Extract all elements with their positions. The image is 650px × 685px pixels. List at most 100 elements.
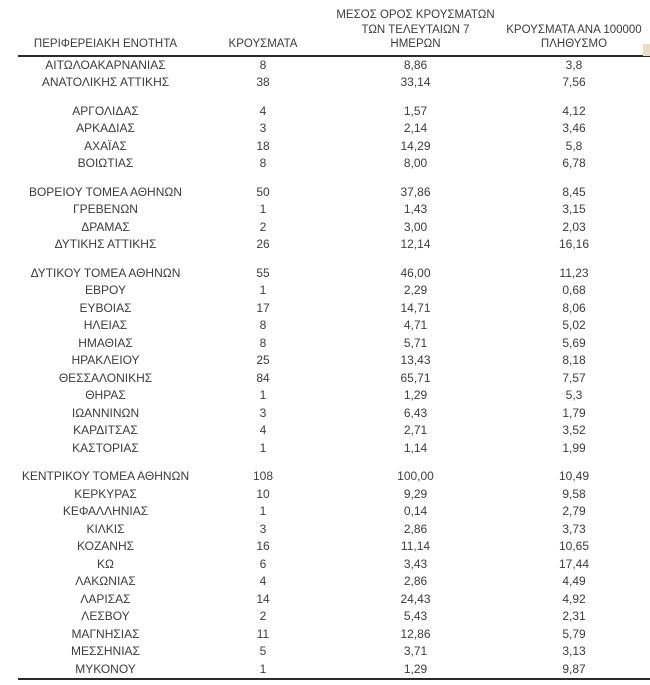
per100k-cell: 3,52 [562, 423, 586, 437]
cases-cell: 4 [259, 103, 267, 118]
table-row: ΚΙΛΚΙΣ 3 2,86 3,73 [18, 521, 650, 539]
region-cell: ΔΥΤΙΚΗΣ ΑΤΤΙΚΗΣ [54, 237, 157, 251]
avg7-cell: 2,86 [403, 521, 428, 536]
table-row: ΑΙΤΩΛΟΑΚΑΡΝΑΝΙΑΣ 8 8,86 3,8 [18, 56, 650, 75]
cases-cell: 11 [256, 626, 270, 641]
avg7-cell: 5,71 [403, 335, 428, 350]
avg7-cell: 5,43 [403, 609, 428, 623]
per100k-cell: 11,23 [559, 265, 589, 280]
region-cell: ΜΥΚΟΝΟΥ [75, 661, 136, 676]
per100k-cell: 4,12 [562, 103, 586, 118]
per100k-cell: 9,87 [562, 661, 586, 676]
column-header-avg7: ΜΕΣΟΣ ΟΡΟΣ ΚΡΟΥΣΜΑΤΩΝ ΤΩΝ ΤΕΛΕΥΤΑΙΩΝ 7 Η… [333, 8, 498, 57]
cases-cell: 1 [259, 283, 267, 297]
per100k-cell: 0,68 [562, 283, 586, 297]
region-cell: ΚΕΡΚΥΡΑΣ [74, 486, 137, 501]
per100k-cell: 8,45 [562, 184, 586, 199]
per100k-cell: 1,79 [562, 405, 586, 420]
clipped-next-column-fragment [643, 44, 650, 56]
region-cell: ΛΑΚΩΝΙΑΣ [75, 574, 136, 588]
column-header-region: ΠΕΡΙΦΕΡΕΙΑΚΗ ΕΝΟΤΗΤΑ [18, 8, 193, 57]
avg7-cell: 3,43 [403, 556, 428, 571]
avg7-cell: 1,14 [403, 440, 428, 455]
region-cell: ΒΟΙΩΤΙΑΣ [77, 156, 134, 170]
cases-cell: 1 [259, 504, 267, 518]
avg7-cell: 0,14 [403, 504, 428, 518]
table-body: ΑΙΤΩΛΟΑΚΑΡΝΑΝΙΑΣ 8 8,86 3,8 ΑΝΑΤΟΛΙΚΗΣ ΑΤΤΙΚ… [18, 56, 650, 680]
region-cell: ΗΜΑΘΙΑΣ [78, 335, 133, 350]
region-cell: ΛΕΣΒΟΥ [81, 609, 130, 623]
cases-cell: 5 [259, 644, 267, 658]
avg7-cell: 46,00 [400, 265, 431, 280]
avg7-cell: 1,29 [403, 388, 428, 402]
cases-cell: 8 [259, 318, 267, 332]
table-row: ΔΥΤΙΚΟΥ ΤΟΜΕΑ ΑΘΗΝΩΝ 55 46,00 11,23 [18, 265, 650, 283]
region-cell: ΕΥΒΟΙΑΣ [79, 300, 132, 315]
table-row: ΗΜΑΘΙΑΣ 8 5,71 5,69 [18, 335, 650, 353]
table-row: ΕΥΒΟΙΑΣ 17 14,71 8,06 [18, 300, 650, 318]
region-cell: ΗΛΕΙΑΣ [83, 318, 128, 332]
table-row: ΛΕΣΒΟΥ 2 5,43 2,31 [18, 608, 650, 626]
table-row: ΔΥΤΙΚΗΣ ΑΤΤΙΚΗΣ 26 12,14 16,16 [18, 236, 650, 254]
region-cell: ΚΟΖΑΝΗΣ [76, 539, 135, 553]
cases-cell: 1 [259, 661, 267, 676]
region-cell: ΜΑΓΝΗΣΙΑΣ [71, 626, 140, 641]
cases-cell: 4 [259, 574, 267, 588]
region-cell: ΜΕΣΣΗΝΙΑΣ [71, 644, 140, 658]
spacer-cell [18, 457, 650, 468]
avg7-cell: 3,00 [403, 219, 428, 234]
cases-cell: 18 [256, 138, 270, 153]
per100k-cell: 5,69 [562, 335, 586, 350]
per100k-cell: 9,58 [562, 486, 586, 501]
spacer-cell [18, 254, 650, 265]
region-cell: ΚΕΦΑΛΛΗΝΙΑΣ [62, 504, 149, 518]
avg7-cell: 2,29 [403, 283, 428, 297]
cases-cell: 1 [259, 388, 267, 402]
avg7-cell: 14,71 [400, 300, 431, 315]
column-header-cases: ΚΡΟΥΣΜΑΤΑ [193, 8, 333, 57]
per100k-cell: 7,56 [562, 75, 586, 89]
per100k-cell: 16,16 [558, 237, 590, 251]
avg7-cell: 13,43 [400, 353, 431, 367]
region-cell: ΔΡΑΜΑΣ [81, 219, 130, 234]
cases-cell: 1 [259, 202, 267, 216]
per100k-cell: 10,49 [558, 469, 590, 483]
region-cell: ΗΡΑΚΛΕΙΟΥ [71, 353, 140, 367]
per100k-cell: 3,46 [562, 121, 586, 135]
per100k-cell: 3,73 [562, 521, 586, 536]
region-cell: ΑΝΑΤΟΛΙΚΗΣ ΑΤΤΙΚΗΣ [41, 75, 170, 89]
table-row: ΚΕΦΑΛΛΗΝΙΑΣ 1 0,14 2,79 [18, 503, 650, 521]
spacer-cell [18, 92, 650, 103]
region-cell: ΚΑΡΔΙΤΣΑΣ [73, 423, 138, 437]
cases-cell: 2 [259, 219, 267, 234]
cases-cell: 25 [256, 353, 270, 367]
per100k-cell: 3,15 [562, 202, 586, 216]
per100k-cell: 17,44 [558, 556, 590, 571]
table-row: ΓΡΕΒΕΝΩΝ 1 1,43 3,15 [18, 201, 650, 219]
avg7-cell: 9,29 [403, 486, 428, 501]
cases-cell: 3 [259, 121, 267, 135]
table-row: ΗΛΕΙΑΣ 8 4,71 5,02 [18, 317, 650, 335]
region-cell: ΑΙΤΩΛΟΑΚΑΡΝΑΝΙΑΣ [45, 57, 166, 72]
table-row: ΜΕΣΣΗΝΙΑΣ 5 3,71 3,13 [18, 643, 650, 661]
group-spacer-row [18, 173, 650, 184]
avg7-cell: 24,43 [400, 591, 431, 606]
avg7-cell: 8,00 [403, 156, 428, 170]
avg7-cell: 2,14 [403, 121, 428, 135]
cases-cell: 2 [259, 609, 267, 623]
avg7-cell: 12,14 [400, 237, 431, 251]
cases-cell: 8 [259, 57, 267, 72]
avg7-cell: 12,86 [400, 626, 431, 641]
table-row: ΜΑΓΝΗΣΙΑΣ 11 12,86 5,79 [18, 626, 650, 644]
table-row: ΘΗΡΑΣ 1 1,29 5,3 [18, 387, 650, 405]
cases-cell: 26 [256, 237, 270, 251]
table-row: ΚΕΡΚΥΡΑΣ 10 9,29 9,58 [18, 486, 650, 504]
table-row: ΙΩΑΝΝΙΝΩΝ 3 6,43 1,79 [18, 405, 650, 423]
region-cell: ΘΕΣΣΑΛΟΝΙΚΗΣ [58, 370, 153, 385]
cases-cell: 8 [259, 156, 267, 170]
avg7-cell: 2,71 [403, 423, 428, 437]
cases-cell: 8 [259, 335, 267, 350]
region-cell: ΓΡΕΒΕΝΩΝ [73, 202, 138, 216]
per100k-cell: 2,31 [562, 609, 586, 623]
region-cell: ΛΑΡΙΣΑΣ [80, 591, 131, 606]
